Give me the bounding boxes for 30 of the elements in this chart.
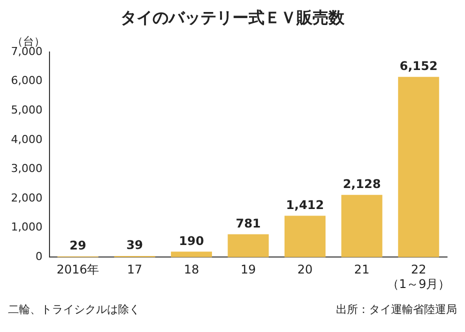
y-axis-title: （台） xyxy=(12,34,45,48)
y-tick-label: 1,000 xyxy=(10,220,42,234)
data-label: 6,152 xyxy=(400,58,438,73)
data-label: 39 xyxy=(126,238,144,252)
y-tick-label: 4,000 xyxy=(10,132,42,146)
data-label: 781 xyxy=(236,216,261,230)
x-tick-label: 22 （1～9月） xyxy=(386,262,450,291)
x-tick-label: 2016年 xyxy=(56,262,100,277)
bar xyxy=(284,216,326,258)
chart-title: タイのバッテリー式ＥＶ販売数 xyxy=(120,8,346,29)
x-tick-label: 18 xyxy=(184,262,200,277)
x-tick-label: 17 xyxy=(127,262,142,277)
bar xyxy=(170,252,212,258)
y-tick-label: 2,000 xyxy=(10,191,42,204)
x-tick-label: 19 xyxy=(240,262,256,277)
text: 二輪、トライシクルは除く xyxy=(8,302,140,317)
bar xyxy=(398,76,440,258)
y-tick-label: 5,000 xyxy=(10,103,42,116)
y-tick-label: 0 xyxy=(35,250,42,264)
data-label: 29 xyxy=(70,238,86,252)
text: 出所：タイ運輸省陸運局 xyxy=(336,302,457,317)
x-tick-label: 21 xyxy=(354,262,370,277)
x-tick-label: 20 xyxy=(297,262,313,277)
data-label: 1,412 xyxy=(286,198,324,212)
y-tick-label: 3,000 xyxy=(10,162,42,176)
data-label: 190 xyxy=(178,234,204,248)
data-label: 2,128 xyxy=(342,176,381,191)
y-tick-label: 6,000 xyxy=(10,74,42,88)
bar xyxy=(228,234,269,258)
bar xyxy=(341,194,382,258)
